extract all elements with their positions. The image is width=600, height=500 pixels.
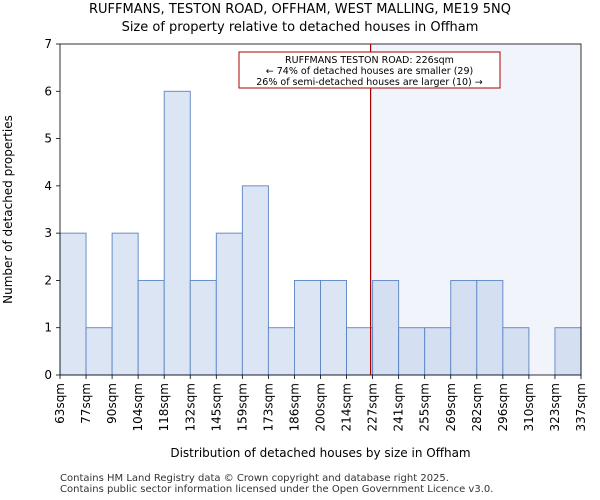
- y-tick-label: 1: [44, 321, 52, 335]
- bar-132sqm: [189, 279, 217, 376]
- y-axis-label: Number of detached properties: [1, 115, 15, 304]
- x-axis-label: Distribution of detached houses by size …: [170, 446, 470, 460]
- x-tick-label: 77sqm: [79, 383, 93, 424]
- y-tick-label: 2: [44, 273, 52, 287]
- bar-159sqm: [241, 185, 269, 376]
- x-tick-label: 132sqm: [183, 383, 197, 431]
- bar-77sqm: [85, 327, 113, 376]
- bar-200sqm: [320, 279, 347, 376]
- bar-104sqm: [137, 279, 165, 376]
- footer-copyright: Contains HM Land Registry data © Crown c…: [60, 473, 449, 484]
- x-tick-label: 296sqm: [496, 383, 510, 431]
- x-tick-label: 173sqm: [261, 383, 275, 431]
- y-tick-label: 5: [44, 132, 52, 146]
- bar-90sqm: [111, 232, 139, 376]
- bar-269sqm: [450, 279, 478, 376]
- x-tick-label: 241sqm: [392, 383, 406, 431]
- bar-296sqm: [502, 327, 530, 376]
- plot-frame: [59, 43, 582, 376]
- x-tick-label: 63sqm: [53, 383, 67, 424]
- x-tick-label: 310sqm: [522, 383, 536, 431]
- histogram-chart: 0 1 2 3 4 5 6 7 63sqm 77sqm 90sqm 104sqm 118sqm 132s…: [1, 37, 588, 460]
- x-tick-label: 214sqm: [340, 383, 354, 431]
- bar-214sqm: [346, 327, 374, 376]
- y-tick-label: 0: [44, 368, 52, 382]
- x-tick-label: 227sqm: [366, 383, 380, 431]
- bar-227sqm: [372, 279, 400, 376]
- x-tick-label: 323sqm: [548, 383, 562, 431]
- bars-group: [59, 90, 582, 376]
- y-tick-label: 7: [44, 37, 52, 51]
- bar-63sqm: [59, 232, 87, 376]
- chart-title: RUFFMANS, TESTON ROAD, OFFHAM, WEST MALL…: [88, 2, 512, 17]
- x-tick-label: 269sqm: [444, 383, 458, 431]
- bar-323sqm: [554, 327, 582, 376]
- bar-173sqm: [267, 327, 295, 376]
- x-tick-label: 104sqm: [131, 383, 145, 431]
- y-tick-label: 4: [44, 179, 52, 193]
- x-tick-label: 145sqm: [209, 383, 223, 431]
- chart-subtitle: Size of property relative to detached ho…: [121, 20, 479, 35]
- bar-282sqm: [476, 279, 504, 376]
- bar-145sqm: [215, 232, 243, 376]
- x-tick-label: 118sqm: [157, 383, 171, 431]
- x-tick-label: 200sqm: [314, 383, 328, 431]
- bar-241sqm: [398, 327, 426, 376]
- x-tick-label: 186sqm: [287, 383, 301, 431]
- annotation-box: [238, 51, 501, 89]
- x-axis-ticks: 63sqm 77sqm 90sqm 104sqm 118sqm 132sqm 145sqm 1…: [53, 375, 588, 431]
- y-tick-label: 6: [44, 84, 52, 98]
- y-axis-ticks: 0 1 2 3 4 5 6 7: [44, 37, 60, 382]
- annotation-line-2: ← 74% of detached houses are smaller (29…: [266, 66, 473, 77]
- x-tick-label: 337sqm: [574, 383, 588, 431]
- footer-licence: Contains public sector information licen…: [60, 484, 494, 495]
- y-tick-label: 3: [44, 226, 52, 240]
- x-tick-label: 90sqm: [105, 383, 119, 424]
- x-tick-label: 255sqm: [418, 383, 432, 431]
- annotation-line-3: 26% of semi-detached houses are larger (…: [256, 77, 483, 88]
- bar-255sqm: [424, 327, 452, 376]
- bar-186sqm: [294, 279, 321, 376]
- x-tick-label: 159sqm: [235, 383, 249, 431]
- annotation-line-1: RUFFMANS TESTON ROAD: 226sqm: [285, 55, 454, 66]
- x-tick-label: 282sqm: [470, 383, 484, 431]
- bar-118sqm: [163, 90, 191, 376]
